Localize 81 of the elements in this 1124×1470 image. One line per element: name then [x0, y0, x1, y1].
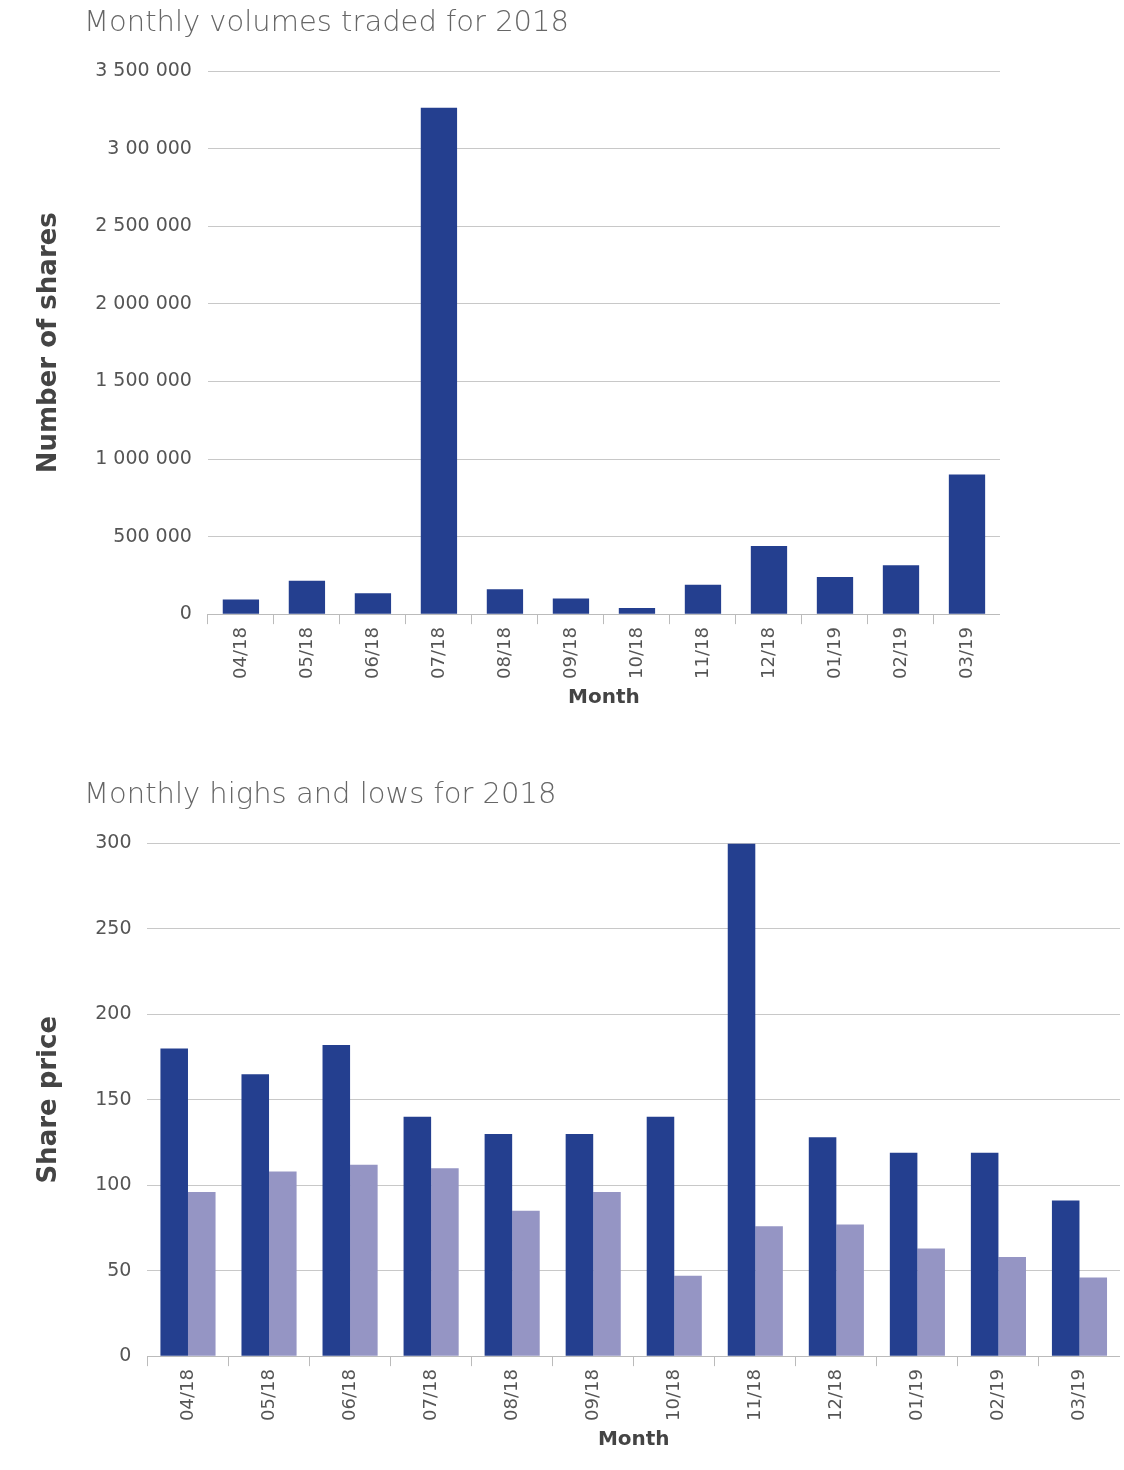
y-tick-label: 500 000: [113, 523, 192, 546]
y-axis-title: Share price: [32, 1015, 63, 1184]
x-tick-label: 10/18: [624, 627, 646, 679]
bar: [882, 565, 920, 614]
x-axis-title: Month: [568, 684, 640, 709]
x-tick-label: 02/19: [986, 1369, 1008, 1421]
bar: [750, 545, 788, 614]
bar: [816, 576, 854, 614]
y-tick-label: 1 500 000: [95, 368, 192, 391]
x-tick-label: 06/18: [360, 627, 382, 679]
x-tick-label: 04/18: [175, 1369, 197, 1421]
bar: [565, 1133, 594, 1356]
bar: [593, 1192, 621, 1356]
x-tick-label: 07/18: [426, 627, 448, 679]
bar: [431, 1168, 459, 1356]
x-tick-label: 05/18: [294, 627, 316, 679]
x-axis-title: Month: [597, 1426, 670, 1451]
y-tick-label: 300: [95, 830, 132, 853]
bar: [350, 1164, 378, 1356]
bar: [917, 1248, 945, 1356]
y-tick-label: 2 000 000: [95, 290, 192, 313]
x-tick-label: 08/18: [492, 627, 514, 679]
bar: [420, 107, 458, 614]
bar: [288, 580, 326, 614]
x-tick-label: 06/18: [337, 1369, 359, 1421]
x-tick-label: 01/19: [905, 1369, 927, 1421]
bar: [755, 1226, 783, 1356]
y-tick-label: 3 00 000: [107, 135, 192, 158]
x-tick-label: 01/19: [822, 627, 844, 679]
bar: [486, 589, 524, 614]
x-tick-label: 03/19: [1067, 1369, 1089, 1421]
y-tick-label: 0: [179, 601, 192, 624]
bar: [684, 584, 722, 614]
y-tick-label: 0: [119, 1343, 132, 1366]
bar: [948, 474, 986, 614]
x-tick-label: 02/19: [888, 627, 910, 679]
x-tick-label: 10/18: [661, 1369, 683, 1421]
x-tick-label: 08/18: [499, 1369, 521, 1421]
y-tick-label: 250: [95, 915, 132, 938]
bar: [1051, 1200, 1080, 1356]
x-tick-label: 09/18: [558, 627, 580, 679]
bar: [646, 1116, 675, 1356]
x-tick-label: 12/18: [756, 627, 778, 679]
bar: [269, 1171, 297, 1356]
bar: [222, 599, 260, 614]
bar: [998, 1257, 1026, 1356]
bar: [836, 1224, 864, 1356]
bar: [354, 593, 392, 614]
y-tick-label: 200: [95, 1001, 132, 1024]
bar: [512, 1210, 540, 1356]
bar: [484, 1133, 513, 1356]
x-tick-label: 03/19: [954, 627, 976, 679]
y-tick-label: 3 500 000: [95, 58, 192, 81]
bar: [808, 1137, 837, 1356]
bar: [241, 1074, 270, 1356]
x-tick-label: 07/18: [418, 1369, 440, 1421]
x-tick-label: 09/18: [580, 1369, 602, 1421]
x-tick-label: 05/18: [256, 1369, 278, 1421]
bar: [1079, 1277, 1108, 1356]
y-tick-label: 150: [95, 1086, 132, 1109]
y-tick-label: 100: [95, 1172, 132, 1195]
chart-title: Monthly volumes traded for 2018: [84, 4, 569, 38]
bar: [889, 1152, 918, 1356]
bar: [403, 1116, 432, 1356]
bar: [160, 1048, 188, 1356]
y-tick-label: 1 000 000: [95, 446, 192, 468]
bar: [187, 1192, 216, 1356]
bar: [727, 843, 756, 1356]
y-axis-title: Number of shares: [32, 212, 63, 474]
x-tick-label: 11/18: [742, 1369, 764, 1421]
x-tick-label: 12/18: [824, 1369, 846, 1421]
y-tick-label: 50: [107, 1257, 132, 1280]
y-tick-label: 2 500 000: [95, 213, 192, 236]
chart-title: Monthly highs and lows for 2018: [84, 776, 557, 810]
x-tick-label: 11/18: [690, 627, 712, 679]
bar: [552, 598, 590, 614]
bar: [970, 1152, 999, 1356]
bar: [674, 1275, 702, 1356]
bar: [322, 1045, 351, 1356]
bar: [618, 607, 656, 614]
x-tick-label: 04/18: [228, 627, 250, 679]
